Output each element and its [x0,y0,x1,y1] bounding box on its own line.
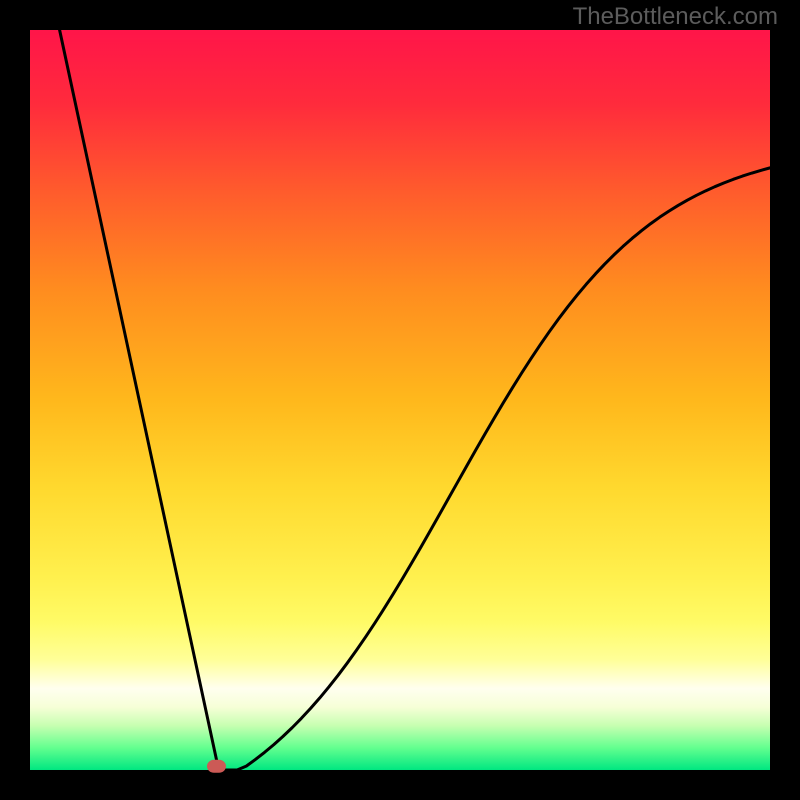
bottleneck-curve [60,30,770,770]
chart-container: TheBottleneck.com [0,0,800,800]
watermark-text: TheBottleneck.com [573,3,778,31]
minimum-marker [207,760,226,773]
plot-area [30,30,770,770]
curve-layer [30,30,770,770]
